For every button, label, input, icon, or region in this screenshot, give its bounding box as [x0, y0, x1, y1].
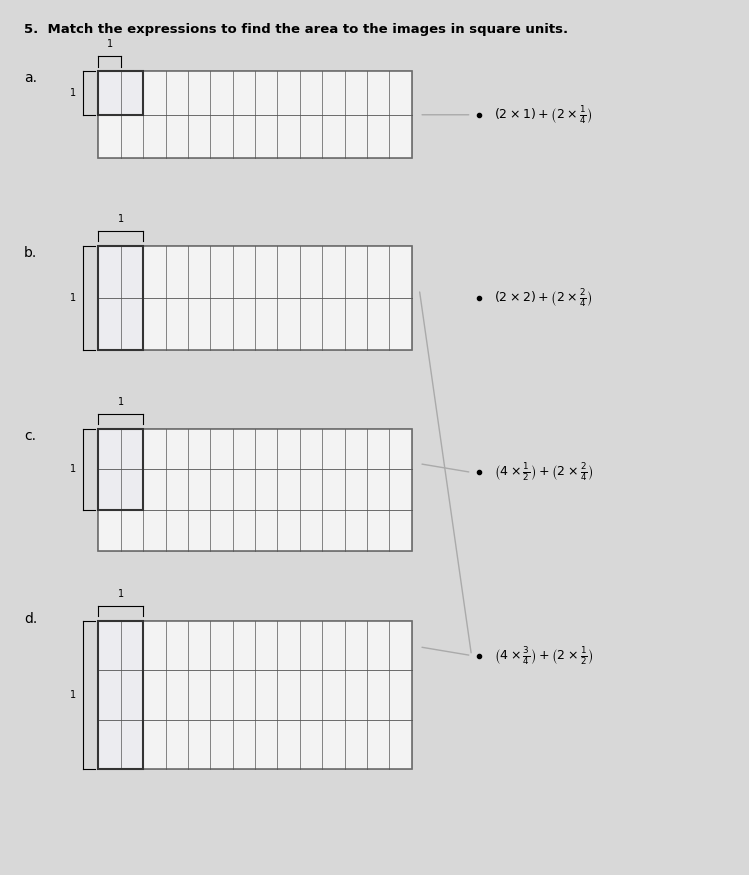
Bar	[98, 620, 143, 769]
Bar	[98, 620, 412, 769]
Text: d.: d.	[24, 612, 37, 626]
Bar	[98, 429, 143, 510]
Bar	[98, 246, 143, 350]
Text: 1: 1	[118, 589, 124, 598]
Text: 1: 1	[70, 293, 76, 303]
Bar	[98, 429, 412, 551]
Bar	[98, 71, 143, 115]
Text: 1: 1	[70, 690, 76, 700]
Text: $\left(4 \times \frac{1}{2}\right) + \left(2 \times \frac{2}{4}\right)$: $\left(4 \times \frac{1}{2}\right) + \le…	[494, 461, 593, 483]
Text: 5.  Match the expressions to find the area to the images in square units.: 5. Match the expressions to find the are…	[24, 24, 568, 36]
Text: $(2 \times 2) + \left(2 \times \frac{2}{4}\right)$: $(2 \times 2) + \left(2 \times \frac{2}{…	[494, 287, 592, 309]
Text: 1: 1	[106, 39, 112, 49]
Bar	[98, 246, 143, 350]
Text: $\left(4 \times \frac{3}{4}\right) + \left(2 \times \frac{1}{2}\right)$: $\left(4 \times \frac{3}{4}\right) + \le…	[494, 645, 593, 667]
Bar	[98, 246, 412, 350]
Text: c.: c.	[24, 429, 36, 443]
Text: 1: 1	[118, 397, 124, 407]
Bar	[98, 620, 143, 769]
Text: a.: a.	[24, 71, 37, 85]
Text: 1: 1	[70, 465, 76, 474]
Text: b.: b.	[24, 246, 37, 260]
Text: $(2 \times 1) + \left(2 \times \frac{1}{4}\right)$: $(2 \times 1) + \left(2 \times \frac{1}{…	[494, 104, 592, 126]
Bar	[98, 71, 143, 115]
Bar	[98, 71, 412, 158]
Text: 1: 1	[118, 214, 124, 224]
Text: 1: 1	[70, 88, 76, 98]
Bar	[98, 429, 143, 510]
